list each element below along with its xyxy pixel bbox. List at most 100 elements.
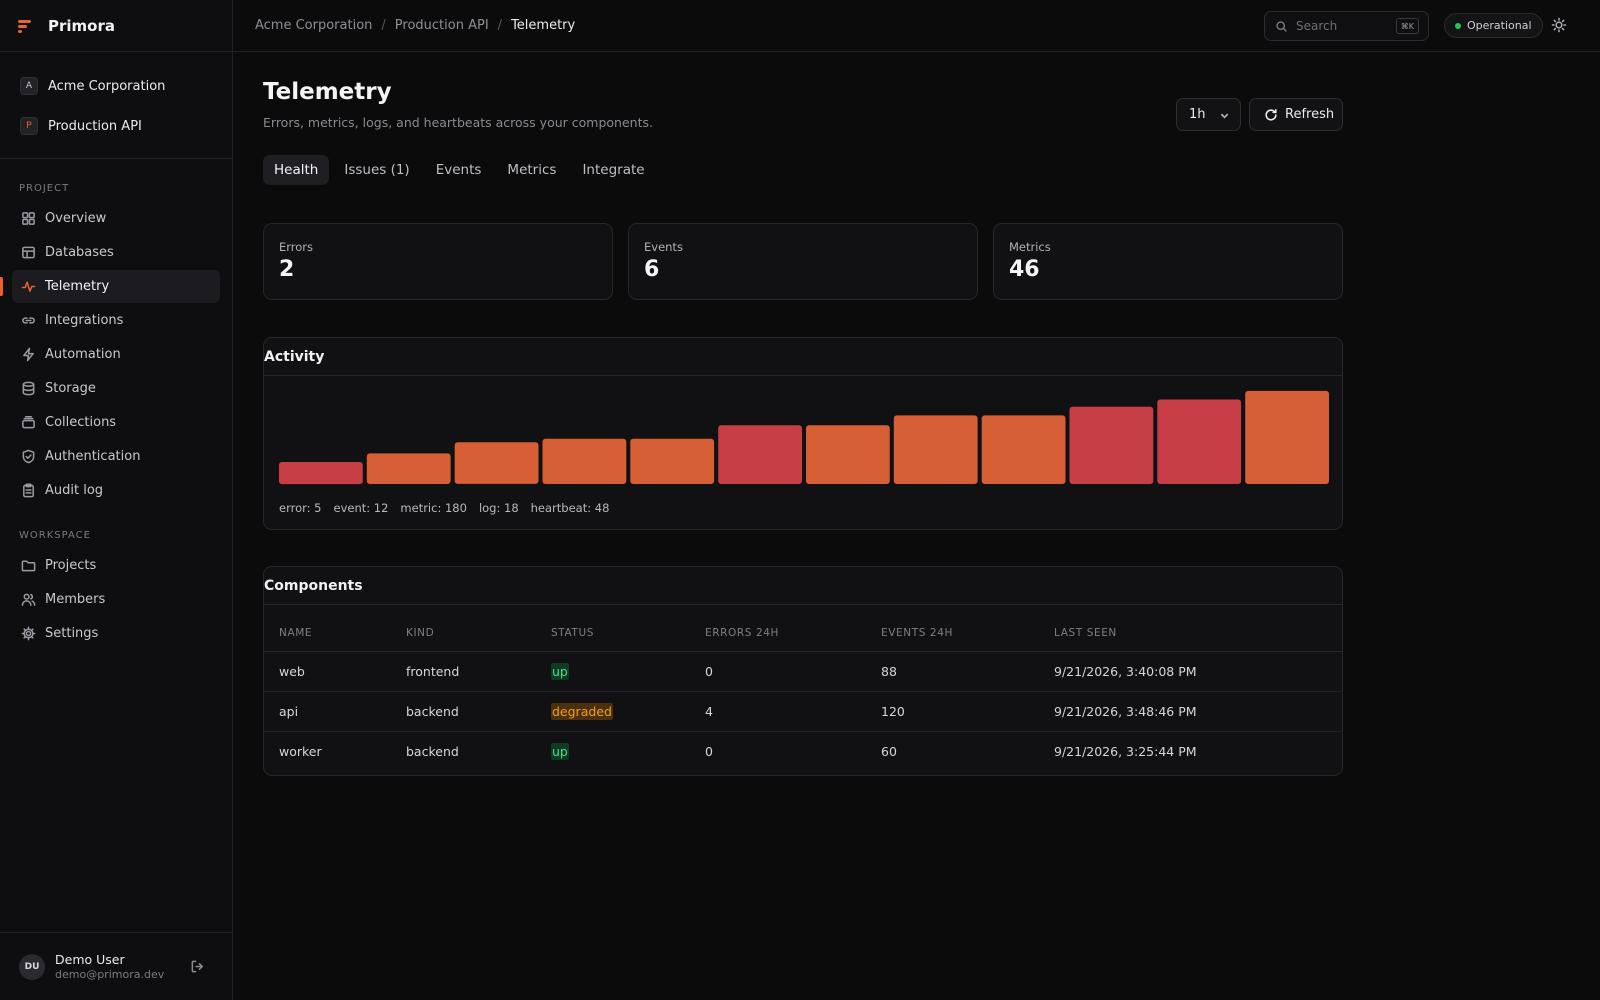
tab-integrate[interactable]: Integrate — [582, 162, 645, 178]
tab-issues[interactable]: Issues (1) — [344, 162, 410, 178]
org-switcher[interactable]: A Acme Corporation — [0, 66, 232, 106]
sidebar-item-databases[interactable]: Databases — [12, 236, 220, 269]
stat-value: 2 — [279, 257, 295, 282]
sidebar-item-label: Projects — [45, 558, 97, 573]
sidebar-item-audit-log[interactable]: Audit log — [12, 474, 220, 507]
stat-value: 6 — [644, 257, 660, 282]
sidebar-item-label: Telemetry — [45, 279, 110, 294]
sidebar-item-authentication[interactable]: Authentication — [12, 440, 220, 473]
column-header-last-seen[interactable]: LAST SEEN — [1039, 605, 1342, 652]
chevron-down-icon — [1220, 113, 1229, 119]
sidebar-item-telemetry[interactable]: Telemetry — [0, 270, 220, 303]
breadcrumb-project[interactable]: Production API — [394, 17, 489, 33]
activity-bar[interactable] — [542, 438, 627, 484]
activity-bar[interactable] — [454, 442, 539, 484]
tab-health[interactable]: Health — [263, 155, 330, 185]
search-shortcut: ⌘K — [1395, 18, 1419, 34]
sidebar-item-label: Integrations — [45, 313, 124, 328]
sidebar-item-projects[interactable]: Projects — [12, 549, 220, 582]
tab-events[interactable]: Events — [435, 162, 482, 178]
table-icon — [20, 245, 36, 261]
activity-bar[interactable] — [981, 415, 1066, 484]
activity-bar[interactable] — [1069, 406, 1154, 484]
sidebar-item-overview[interactable]: Overview — [12, 202, 220, 235]
activity-bar[interactable] — [366, 453, 451, 484]
sidebar-item-label: Authentication — [45, 449, 141, 464]
column-header-errors[interactable]: ERRORS 24H — [690, 605, 866, 652]
stat-label: Events — [644, 240, 683, 254]
refresh-icon — [1265, 108, 1277, 121]
sidebar-item-label: Members — [45, 592, 106, 607]
sidebar: Primora A Acme Corporation P Production … — [0, 0, 233, 1000]
topbar: Acme Corporation / Production API / Tele… — [233, 0, 1600, 52]
breadcrumb-separator: / — [497, 17, 503, 33]
folder-icon — [20, 558, 36, 574]
legend-item-error: error: 5 — [279, 501, 322, 515]
tab-metrics[interactable]: Metrics — [507, 162, 557, 178]
sidebar-item-label: Settings — [45, 626, 99, 641]
cell-events: 60 — [881, 743, 897, 759]
search-input[interactable]: Search ⌘K — [1264, 11, 1429, 41]
cell-kind: backend — [391, 691, 536, 732]
activity-bar[interactable] — [1245, 390, 1329, 484]
project-name: Production API — [48, 118, 142, 134]
cell-name: web — [264, 651, 391, 692]
brand[interactable]: Primora — [0, 0, 232, 52]
cell-name: worker — [279, 743, 322, 759]
user-email: demo@primora.dev — [55, 968, 165, 981]
activity-bar[interactable] — [718, 425, 802, 484]
clipboard-icon — [20, 483, 36, 499]
cell-events: 88 — [866, 651, 1039, 692]
sidebar-item-label: Databases — [45, 245, 114, 260]
workspace-nav: Projects Members Settings — [0, 549, 232, 650]
activity-bar[interactable] — [279, 462, 363, 485]
sidebar-item-storage[interactable]: Storage — [12, 372, 220, 405]
sun-icon[interactable] — [1551, 17, 1568, 34]
sidebar-item-label: Collections — [45, 415, 117, 430]
column-header-events[interactable]: EVENTS 24H — [866, 605, 1039, 652]
users-icon — [20, 592, 36, 608]
search-placeholder: Search — [1296, 19, 1338, 33]
time-range-value: 1h — [1189, 107, 1206, 122]
column-header-name[interactable]: NAME — [264, 605, 391, 652]
sidebar-item-members[interactable]: Members — [12, 583, 220, 616]
activity-bar[interactable] — [1157, 399, 1242, 485]
sidebar-item-settings[interactable]: Settings — [12, 617, 220, 650]
table-row[interactable]: api backend degraded 4 120 9/21/2026, 3:… — [264, 691, 1342, 732]
cell-status: up — [536, 731, 690, 771]
logout-icon[interactable] — [190, 959, 206, 975]
table-row[interactable]: web frontend up 0 88 9/21/2026, 3:40:08 … — [264, 651, 1342, 692]
activity-bar[interactable] — [630, 438, 715, 484]
activity-bar[interactable] — [893, 415, 978, 484]
legend-item-heartbeat: heartbeat: 48 — [530, 501, 610, 515]
column-header-kind[interactable]: KIND — [391, 605, 536, 652]
status-badge: up — [551, 742, 569, 760]
cell-last-seen: 9/21/2026, 3:40:08 PM — [1039, 651, 1342, 692]
status-badge: up — [551, 662, 569, 680]
cell-status: up — [536, 651, 690, 692]
status-badge[interactable]: Operational — [1444, 13, 1543, 38]
components-table: NAME KIND STATUS ERRORS 24H EVENTS 24H L… — [264, 605, 1342, 771]
components-title: Components — [264, 567, 1342, 605]
refresh-label: Refresh — [1285, 107, 1335, 122]
table-row[interactable]: worker backend up 0 60 9/21/2026, 3:25:4… — [264, 731, 1342, 771]
gear-icon — [20, 626, 36, 642]
time-range-select[interactable]: 1h — [1176, 98, 1241, 131]
sidebar-item-automation[interactable]: Automation — [12, 338, 220, 371]
breadcrumb-org[interactable]: Acme Corporation — [255, 17, 373, 33]
cell-errors: 0 — [690, 651, 866, 692]
avatar: DU — [19, 953, 45, 980]
stat-card-events: Events 6 — [628, 223, 978, 300]
activity-bar[interactable] — [806, 425, 890, 484]
cell-name: api — [264, 691, 391, 732]
breadcrumb: Acme Corporation / Production API / Tele… — [255, 0, 575, 50]
user-menu[interactable]: DU Demo User demo@primora.dev — [0, 932, 232, 1000]
search-icon — [1276, 20, 1287, 32]
sidebar-item-collections[interactable]: Collections — [12, 406, 220, 439]
column-header-status[interactable]: STATUS — [536, 605, 690, 652]
project-switcher[interactable]: P Production API — [0, 106, 232, 146]
status-dot-icon — [1455, 22, 1461, 29]
sidebar-item-integrations[interactable]: Integrations — [12, 304, 220, 337]
refresh-button[interactable]: Refresh — [1249, 98, 1343, 131]
section-label-project: PROJECT — [19, 182, 70, 194]
